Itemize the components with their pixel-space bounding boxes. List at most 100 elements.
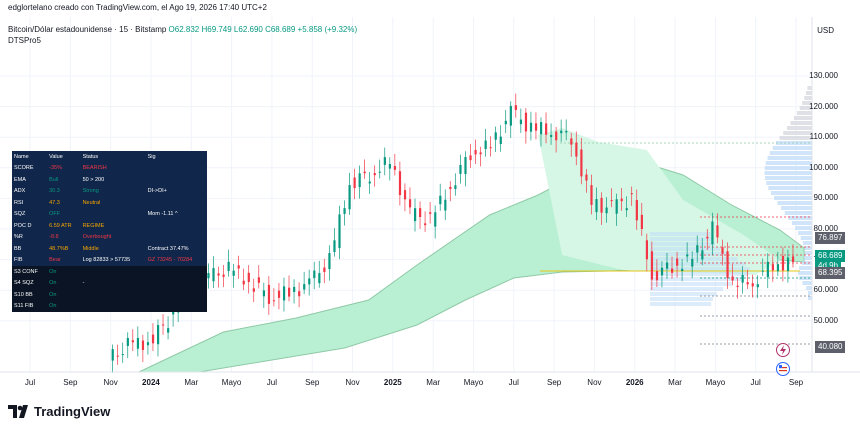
- profile-bar: [769, 151, 812, 155]
- profile-bar: [801, 261, 812, 265]
- profile-bar: [786, 126, 812, 130]
- candle-body: [489, 147, 492, 149]
- table-row: Name Value Status Sig: [12, 151, 207, 163]
- candle-body: [454, 185, 457, 190]
- table-cell: On: [47, 277, 81, 289]
- profile-bar: [793, 116, 812, 120]
- profile-bar: [767, 156, 812, 160]
- lightning-icon[interactable]: [776, 343, 790, 357]
- tradingview-logo[interactable]: TradingView: [8, 404, 110, 419]
- table-cell: [145, 174, 207, 186]
- candle-body: [560, 130, 563, 134]
- candle-body: [791, 256, 795, 262]
- profile-bar: [807, 86, 812, 90]
- candle-body: [650, 251, 654, 280]
- price-badge: 40.080: [815, 340, 846, 353]
- candle-body: [222, 274, 225, 277]
- table-cell: On: [47, 289, 81, 301]
- table-cell: [80, 266, 146, 278]
- ichimoku-cloud: [538, 128, 780, 275]
- table-cell: On: [47, 300, 81, 312]
- profile-bar: [803, 256, 812, 260]
- candle-body: [444, 199, 447, 211]
- candle-body: [721, 247, 724, 254]
- candle-body: [565, 130, 568, 133]
- profile-bar-local: [650, 302, 712, 306]
- candle-body: [429, 212, 432, 214]
- candle-body: [424, 223, 427, 226]
- profile-bar: [799, 266, 812, 270]
- candle-body: [701, 250, 704, 260]
- candle-body: [398, 171, 402, 196]
- candle-body: [136, 337, 140, 349]
- profile-bar: [788, 216, 812, 220]
- profile-bar: [804, 251, 812, 255]
- candle-body: [625, 208, 628, 211]
- profile-bar: [764, 171, 812, 175]
- indicator-name[interactable]: DTSPro5: [8, 36, 41, 45]
- candle-body: [741, 274, 744, 283]
- candle-body: [726, 251, 729, 278]
- candle-body: [686, 254, 689, 257]
- table-cell: BEARISH: [80, 162, 146, 174]
- candle-body: [610, 200, 613, 202]
- candle-body: [358, 173, 361, 188]
- flag-us-icon[interactable]: [776, 362, 790, 376]
- profile-bar: [804, 96, 812, 100]
- candle-body: [403, 190, 407, 200]
- table-cell: Value: [47, 151, 81, 163]
- profile-bar-local: [650, 267, 750, 271]
- time-tick-label: 2024: [142, 378, 160, 387]
- profile-bar-local: [650, 237, 713, 241]
- profile-bar: [802, 281, 812, 285]
- profile-bar-local: [650, 277, 742, 281]
- candle-body: [706, 236, 709, 239]
- price-tick-label: 130.000: [809, 71, 838, 80]
- table-cell: [80, 300, 146, 312]
- profile-bar: [791, 221, 812, 225]
- candle-body: [691, 258, 694, 267]
- time-tick-label: Mayo: [463, 378, 484, 387]
- profile-bar: [798, 231, 812, 235]
- table-cell: EMA: [12, 174, 48, 186]
- profile-bar: [779, 136, 812, 140]
- candle-body: [368, 181, 371, 184]
- candle-body: [716, 225, 719, 238]
- price-badge: 76.897: [815, 232, 846, 245]
- candle-body: [126, 337, 129, 346]
- time-tick-label: Jul: [508, 378, 519, 387]
- time-tick-label: Sep: [546, 378, 562, 387]
- table-cell: FIB: [12, 254, 48, 266]
- table-cell: [145, 162, 207, 174]
- price-tick-label: 60.000: [813, 285, 838, 295]
- table-cell: [145, 197, 207, 209]
- candle-body: [252, 288, 255, 292]
- price-badge: 68.689: [815, 249, 846, 262]
- candle-body: [524, 112, 528, 132]
- candle-body: [121, 354, 124, 356]
- candle-body: [303, 284, 306, 290]
- time-tick-label: Sep: [63, 378, 78, 387]
- table-cell: Bull: [47, 174, 81, 186]
- table-cell: [145, 289, 207, 301]
- profile-bar: [804, 246, 812, 250]
- candle-body: [766, 261, 769, 278]
- candle-body: [328, 253, 331, 270]
- currency-label[interactable]: USD: [817, 26, 834, 35]
- candle-body: [393, 166, 397, 170]
- candle-body: [151, 334, 155, 344]
- candle-body: [323, 267, 326, 273]
- table-cell: S10 BB: [12, 289, 48, 301]
- symbol-name[interactable]: Bitcoin/Dólar estadounidense · 15 · Bits…: [8, 25, 167, 34]
- candle-body: [676, 258, 679, 266]
- table-cell: GZ 73245 - 70284: [145, 254, 207, 266]
- table-cell: Strong: [80, 185, 146, 197]
- candle-body: [696, 245, 699, 253]
- candle-body: [459, 164, 462, 174]
- candle-body: [615, 199, 618, 214]
- table-cell: REGIME: [80, 220, 146, 232]
- candle-body: [681, 268, 684, 271]
- candle-body: [499, 136, 502, 145]
- table-cell: Mom -1.11 ^: [145, 208, 207, 220]
- time-tick-label: Mar: [184, 378, 199, 387]
